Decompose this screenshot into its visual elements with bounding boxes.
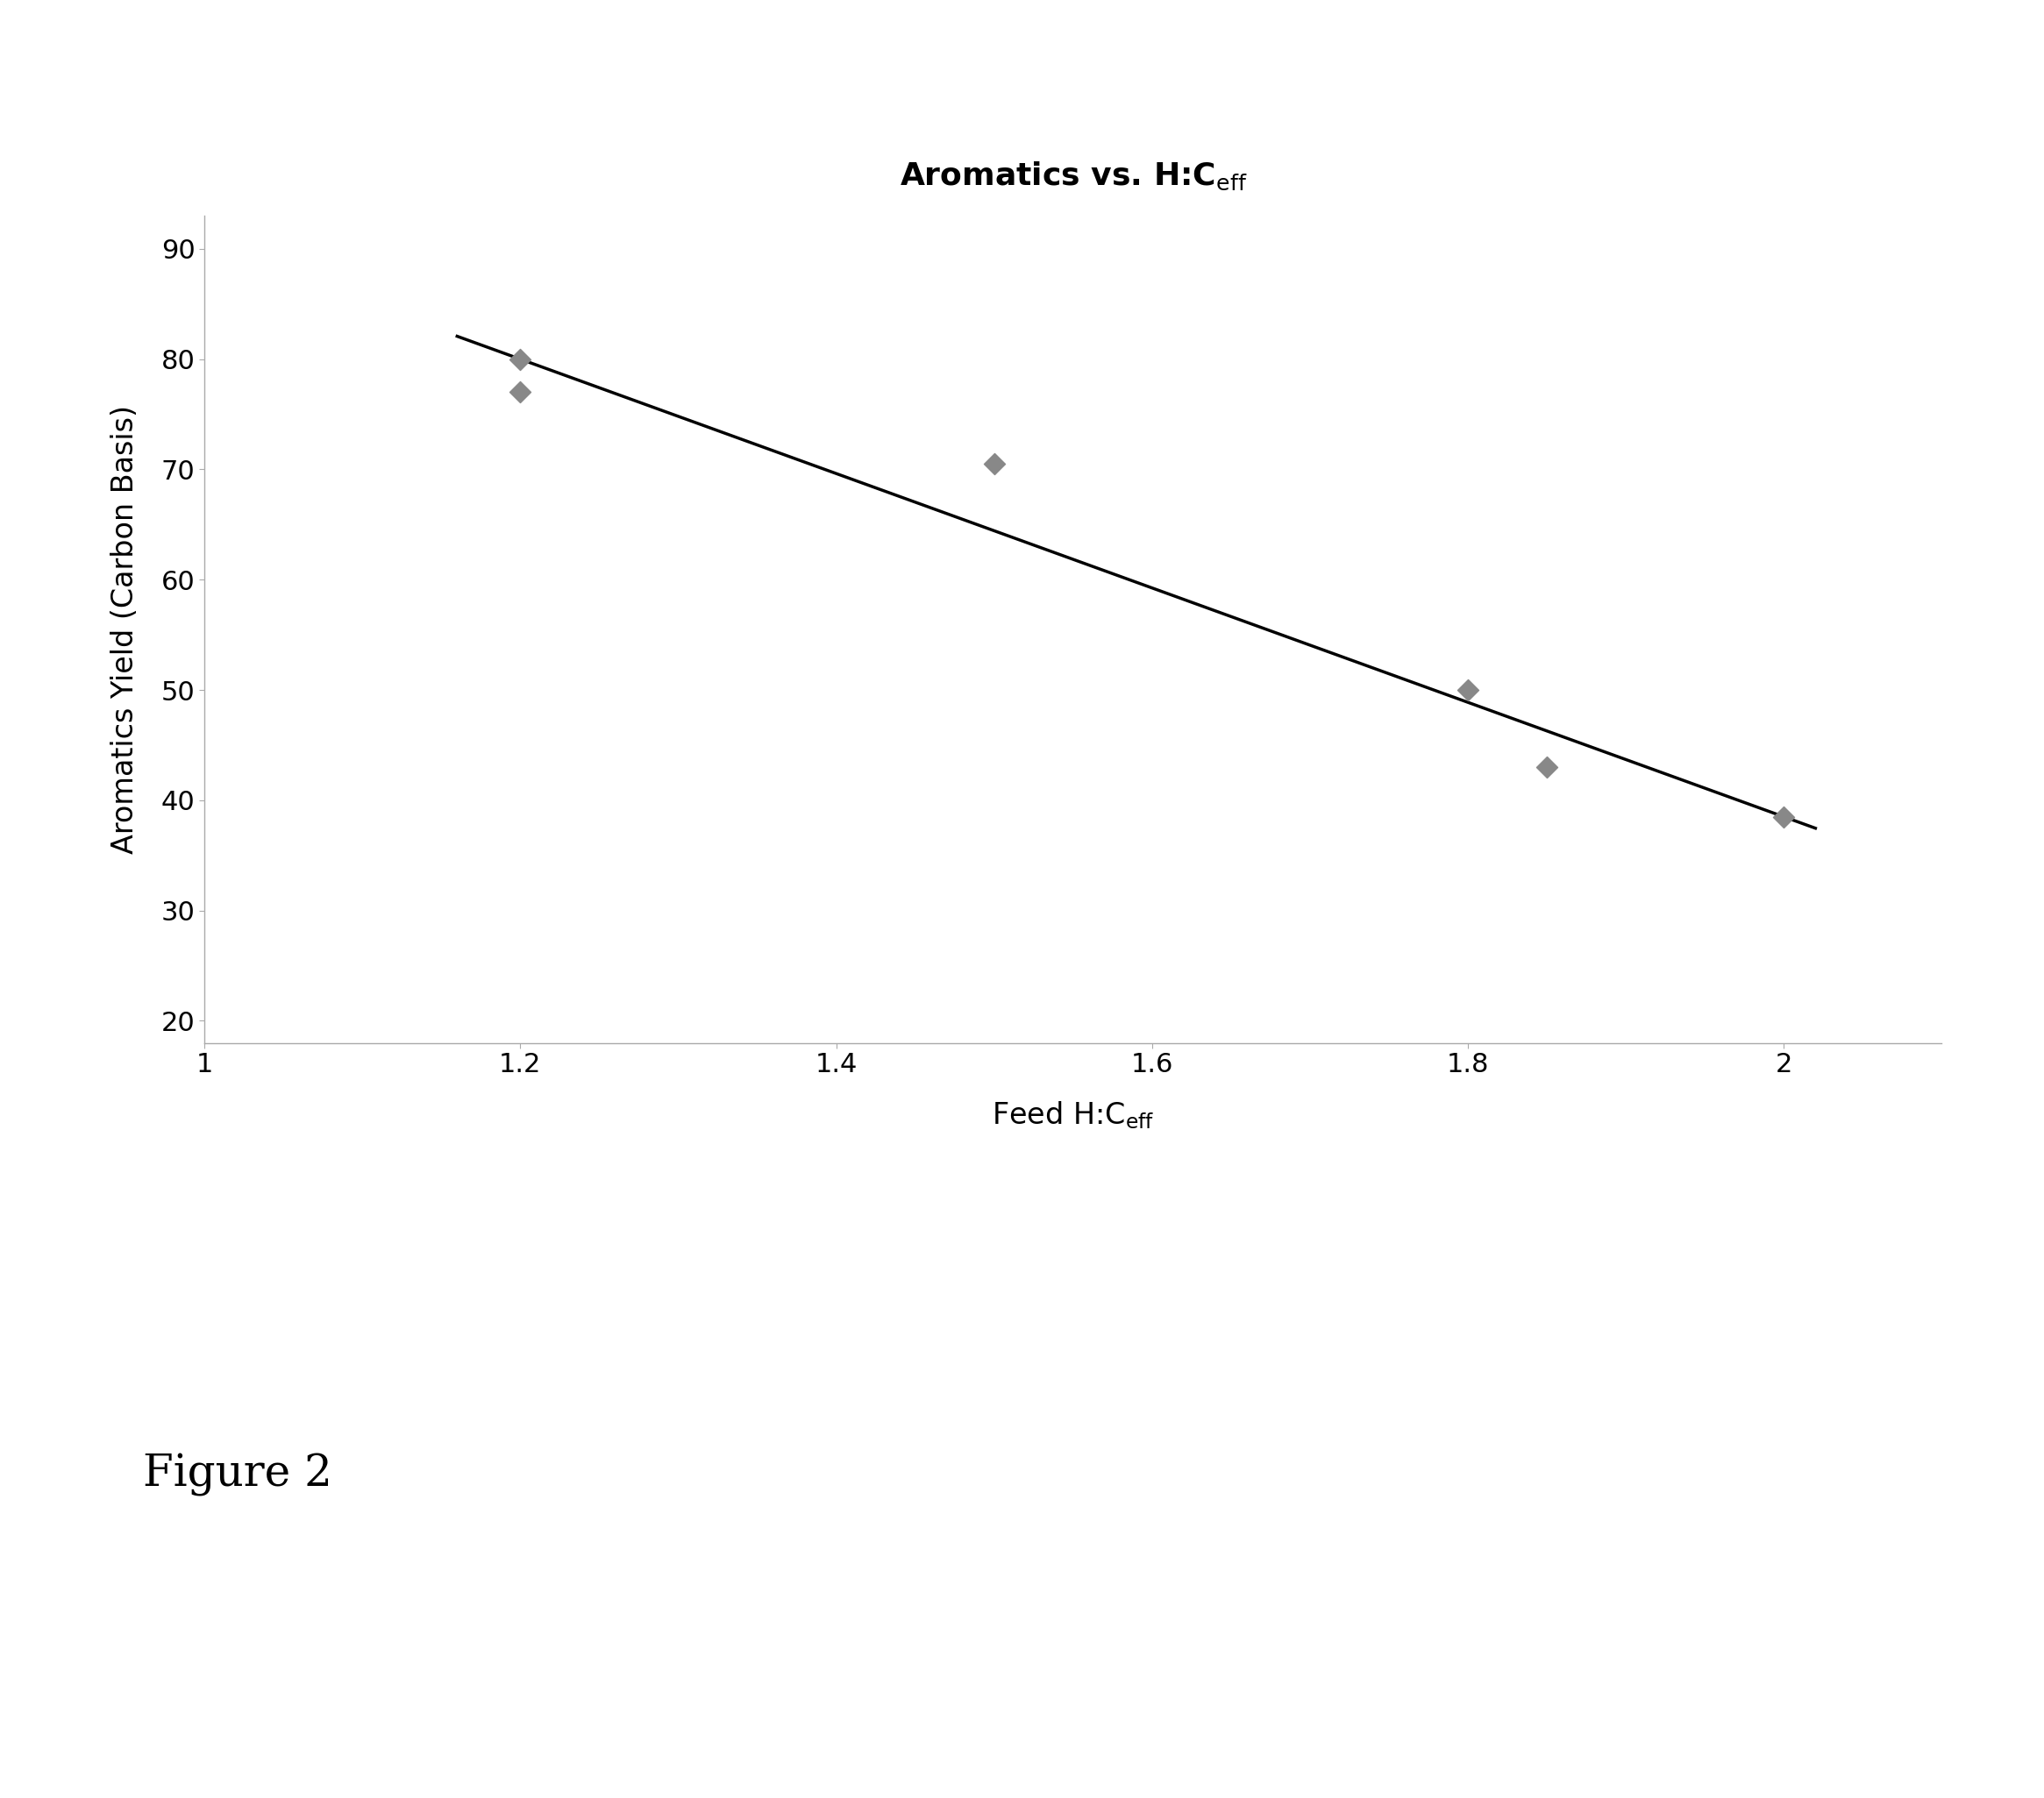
Text: Figure 2: Figure 2 (143, 1453, 333, 1496)
Point (1531, 753, 1564, 782)
X-axis label: Feed H:C$_{\mathrm{eff}}$: Feed H:C$_{\mathrm{eff}}$ (991, 1099, 1155, 1131)
Title: Aromatics vs. H:C$_{\mathrm{eff}}$: Aromatics vs. H:C$_{\mathrm{eff}}$ (899, 160, 1247, 192)
Point (1768, 802, 1801, 831)
Point (505, 378, 538, 406)
Point (977, 450, 1010, 478)
Y-axis label: Aromatics Yield (Carbon Basis): Aromatics Yield (Carbon Basis) (110, 405, 139, 854)
Point (1451, 676, 1484, 705)
Point (505, 345, 538, 374)
